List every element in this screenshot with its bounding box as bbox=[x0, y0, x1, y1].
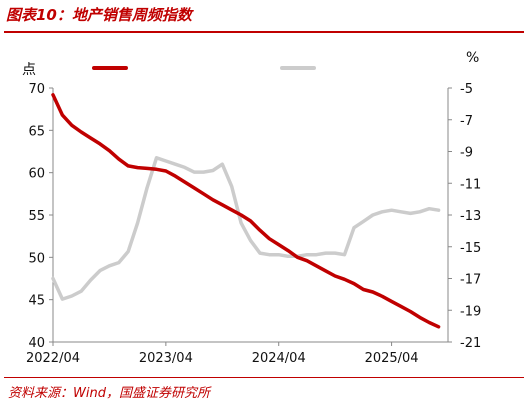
series-line-primary bbox=[51, 93, 441, 329]
left-axis-unit: 点 bbox=[22, 62, 36, 78]
right-tick-label: -21 bbox=[460, 336, 481, 351]
left-tick-label: 65 bbox=[28, 124, 45, 139]
left-tick-label: 45 bbox=[28, 294, 45, 309]
right-tick-label: -11 bbox=[460, 177, 481, 192]
left-tick-label: 55 bbox=[28, 209, 45, 224]
left-tick-label: 70 bbox=[28, 82, 45, 97]
x-tick-label: 2024/04 bbox=[252, 351, 306, 366]
series-line-secondary bbox=[51, 156, 441, 301]
right-tick-label: -7 bbox=[460, 114, 473, 129]
right-tick-label: -5 bbox=[460, 82, 473, 97]
right-axis-unit: % bbox=[466, 50, 479, 66]
left-tick-label: 50 bbox=[28, 251, 45, 266]
right-tick-label: -19 bbox=[460, 304, 481, 319]
right-tick-label: -9 bbox=[460, 146, 473, 161]
source-note: 资料来源：Wind，国盛证券研究所 bbox=[8, 386, 210, 401]
chart-title: 图表10：地产销售周频指数 bbox=[6, 6, 192, 24]
right-tick-label: -13 bbox=[460, 209, 481, 224]
x-tick-label: 2023/04 bbox=[139, 351, 193, 366]
axes: 40 45 50 55 60 65 70 -21 -19 -17 -15 -13 -11 -9 -7 -5 20… bbox=[26, 82, 481, 366]
x-tick-label: 2022/04 bbox=[26, 351, 80, 366]
right-tick-label: -17 bbox=[460, 273, 481, 288]
x-tick-label: 2025/04 bbox=[365, 351, 419, 366]
left-tick-label: 40 bbox=[28, 336, 45, 351]
source-divider bbox=[4, 377, 524, 378]
series-lines bbox=[51, 93, 441, 329]
right-tick-label: -15 bbox=[460, 241, 481, 256]
left-tick-label: 60 bbox=[28, 167, 45, 182]
title-divider bbox=[4, 31, 524, 33]
